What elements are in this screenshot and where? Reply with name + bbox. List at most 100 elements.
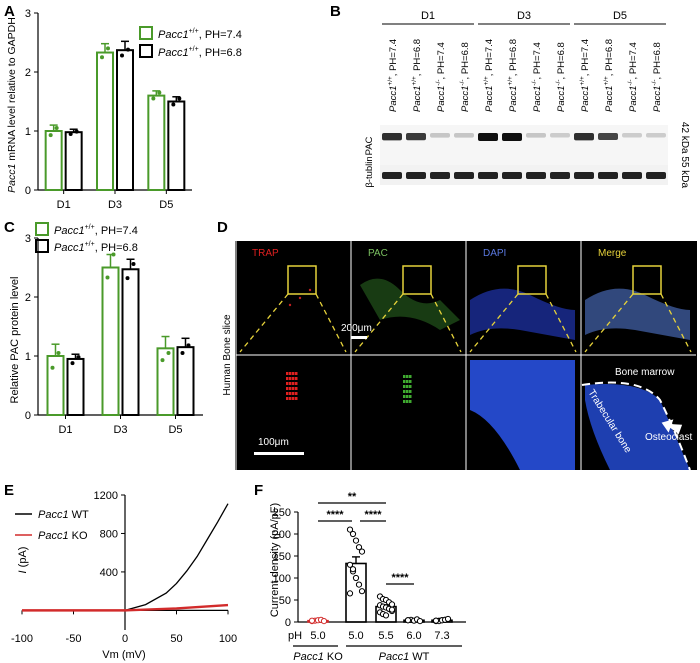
significance-label: **** <box>326 509 344 521</box>
legend-swatch-ph74 <box>139 26 153 40</box>
trap-cell <box>295 387 298 390</box>
legend-swatch-ph74 <box>35 222 49 236</box>
bar <box>46 355 65 416</box>
pac-band <box>454 133 474 138</box>
annotation-osteoclast: Osteoclast <box>645 432 692 443</box>
legend-label-ph68: Pacc1+/+, PH=6.8 <box>158 46 242 59</box>
pac-signal <box>360 278 460 330</box>
pac-cell <box>409 390 412 393</box>
trap-cell <box>286 392 289 395</box>
merge-signal <box>585 288 690 340</box>
tublin-band <box>406 172 426 179</box>
data-point <box>160 358 165 363</box>
microscopy-side-label: Human Bone slice <box>222 314 233 396</box>
channel-label-pac: PAC <box>368 248 388 259</box>
x-tick-label: 5.5 <box>378 630 393 642</box>
zoom-line <box>469 293 519 353</box>
pac-cell <box>406 395 409 398</box>
x-tick-label: D5 <box>159 199 173 211</box>
zoom-box <box>632 265 662 295</box>
y-tick-label: 1 <box>25 126 31 138</box>
group-label-ko: Pacc1 KO <box>293 651 343 663</box>
panel-letter-d: D <box>217 219 228 236</box>
zoom-line <box>430 293 462 353</box>
scale-label-100: 100μm <box>258 437 289 448</box>
trap-cell <box>295 372 298 375</box>
legend-swatch-ph68 <box>35 239 49 253</box>
y-tick-label: 3 <box>25 233 31 245</box>
y-tick-label: 3 <box>25 8 31 20</box>
x-tick-label: 6.0 <box>406 630 421 642</box>
scale-bar-200 <box>351 336 367 339</box>
blot-lane-label: Pacc1+/+, PH=7.4 <box>483 39 495 112</box>
data-point <box>100 55 104 60</box>
panel-letter-f: F <box>254 482 263 499</box>
y-tick-label: 400 <box>100 567 118 579</box>
x-tick-label: 0 <box>122 633 128 645</box>
tublin-band <box>478 172 498 179</box>
pac-band <box>550 133 570 138</box>
x-tick-label: 50 <box>170 633 182 645</box>
trap-cell <box>292 397 295 400</box>
data-point <box>349 530 357 538</box>
trap-cell <box>295 382 298 385</box>
data-point <box>120 53 124 58</box>
y-tick-label: 2 <box>25 67 31 79</box>
panel-c-ylabel: Relative PAC protein level <box>9 277 21 404</box>
pac-cell <box>403 390 406 393</box>
trap-cell <box>292 372 295 375</box>
group-label-wt: Pacc1 WT <box>379 651 430 663</box>
data-point <box>151 96 156 101</box>
bar <box>116 49 134 191</box>
data-point <box>308 617 316 624</box>
data-point <box>444 615 452 623</box>
bone-boundary <box>581 381 691 471</box>
blot-lane-label: Pacc1+/+, PH=6.8 <box>411 39 423 112</box>
data-point <box>106 46 110 51</box>
blot-tublin-membrane <box>380 165 668 185</box>
data-point <box>166 351 171 356</box>
scale-label-200: 200μm <box>341 323 372 334</box>
trap-cell <box>295 377 298 380</box>
panel-letter-e: E <box>4 482 14 499</box>
y-tick-label: 0 <box>25 185 31 197</box>
x-tick-label: 7.3 <box>434 630 449 642</box>
panel-e-ylabel: I (pA) <box>17 547 29 574</box>
panel-e-chart: -100 -50 0 50 100 400 800 1200 I (pA) Vm (mV) P… <box>11 490 237 661</box>
y-tick-label: 1 <box>25 351 31 363</box>
pac-cell <box>403 395 406 398</box>
data-point <box>131 261 136 266</box>
bar <box>66 357 85 417</box>
data-point <box>320 618 328 625</box>
blot-group-label: D5 <box>613 10 627 22</box>
data-point <box>352 574 360 582</box>
data-point <box>111 252 116 257</box>
panel-letter-a: A <box>4 3 15 20</box>
blot-lane-label: Pacc1-/-, PH=7.4 <box>435 42 447 112</box>
annotation-bone-marrow: Bone marrow <box>615 367 675 378</box>
pac-cell <box>406 400 409 403</box>
legend-label-ph68: Pacc1+/+, PH=6.8 <box>54 241 138 254</box>
y-tick-label: 1200 <box>94 490 118 502</box>
data-point <box>432 617 440 624</box>
trap-dot <box>288 303 292 307</box>
blot-group-label: D1 <box>421 10 435 22</box>
legend-label-ph74: Pacc1+/+, PH=7.4 <box>54 224 138 237</box>
panel-d-microscopy: Human Bone slice TRAP PAC DAPI Merge 200… <box>222 241 697 471</box>
pac-cell <box>406 375 409 378</box>
x-tick-label: 100 <box>219 633 237 645</box>
tublin-band <box>574 172 594 179</box>
panel-e-legend: Pacc1 WT Pacc1 KO <box>15 509 89 542</box>
trap-cell <box>289 382 292 385</box>
blot-lane-label: Pacc1-/-, PH=6.8 <box>459 42 471 112</box>
data-point <box>346 526 354 533</box>
data-point <box>382 612 390 619</box>
dapi-signal <box>470 288 575 340</box>
pac-cell <box>403 375 406 378</box>
tublin-band <box>382 172 402 179</box>
panel-e-xlabel: Vm (mV) <box>102 649 145 661</box>
channel-label-merge: Merge <box>598 248 627 259</box>
tublin-band <box>526 172 546 179</box>
pac-band <box>406 133 426 141</box>
